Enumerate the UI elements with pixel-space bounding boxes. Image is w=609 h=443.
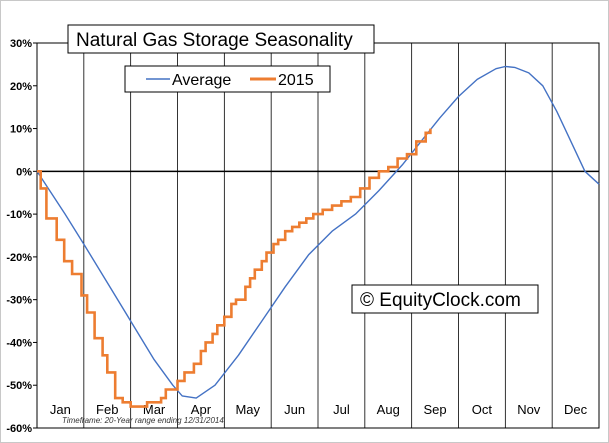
month-label: Sep bbox=[424, 402, 447, 417]
month-label: Feb bbox=[96, 402, 118, 417]
y-tick-label: -50% bbox=[6, 380, 32, 392]
timeframe-note: Timeframe: 20-Year range ending 12/31/20… bbox=[62, 416, 224, 425]
copyright-frame bbox=[351, 284, 539, 314]
month-label: May bbox=[235, 402, 260, 417]
legend-label-2015: 2015 bbox=[278, 72, 314, 89]
y-tick-label: 0% bbox=[16, 166, 32, 178]
series-average-line bbox=[36, 65, 600, 399]
series-layer bbox=[36, 65, 600, 408]
y-tick-label: 10% bbox=[10, 124, 32, 136]
y-tick-label: -60% bbox=[6, 423, 32, 435]
month-label: Oct bbox=[472, 402, 493, 417]
chart-title-box: Natural Gas Storage Seasonality bbox=[67, 24, 375, 54]
title-frame bbox=[67, 24, 375, 54]
y-tick-label: -20% bbox=[6, 252, 32, 264]
chart-title: Natural Gas Storage Seasonality bbox=[76, 30, 353, 51]
legend-label-average: Average bbox=[172, 72, 231, 89]
legend: Average 2015 bbox=[124, 65, 331, 93]
month-label: Jun bbox=[284, 402, 305, 417]
month-label: Aug bbox=[377, 402, 400, 417]
month-label: Jul bbox=[333, 402, 350, 417]
month-gridlines bbox=[83, 43, 553, 428]
series-2015-line bbox=[37, 128, 432, 408]
y-tick-label: -10% bbox=[6, 209, 32, 221]
month-label: Nov bbox=[517, 402, 541, 417]
y-tick-label: -40% bbox=[6, 337, 32, 349]
y-axis: 30% 20% 10% 0% -10% -20% -30% -40% -50% -60% bbox=[6, 38, 37, 435]
y-tick-label: 20% bbox=[10, 81, 32, 93]
month-label: Jan bbox=[50, 402, 71, 417]
month-label: Apr bbox=[191, 402, 212, 417]
copyright-box: © EquityClock.com bbox=[351, 284, 539, 314]
month-label: Mar bbox=[143, 402, 166, 417]
y-tick-label: -30% bbox=[6, 295, 32, 307]
y-tick-label: 30% bbox=[10, 38, 32, 50]
copyright-text: © EquityClock.com bbox=[360, 290, 521, 311]
month-label: Dec bbox=[564, 402, 588, 417]
x-axis: Jan Feb Mar Apr May Jun Jul Aug Sep Oct Nov Dec bbox=[50, 402, 588, 417]
